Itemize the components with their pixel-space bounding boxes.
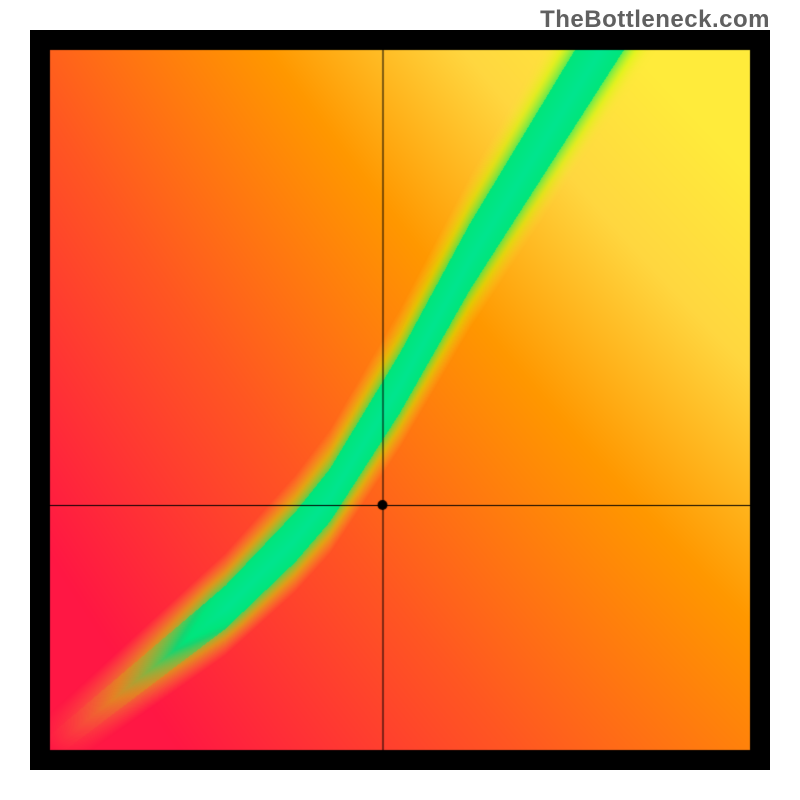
plot-border [30, 30, 770, 770]
heatmap-canvas [30, 30, 770, 770]
watermark-text: TheBottleneck.com [540, 6, 770, 34]
chart-container: TheBottleneck.com [0, 0, 800, 800]
